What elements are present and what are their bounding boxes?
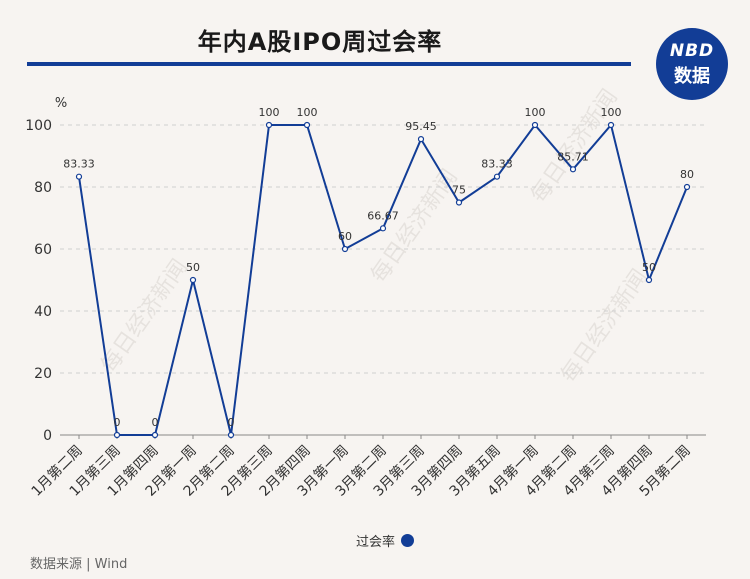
page-title: 年内A股IPO周过会率: [197, 28, 443, 56]
data-point: [455, 199, 463, 206]
y-axis-unit: %: [55, 96, 67, 111]
data-label: 60: [338, 230, 352, 243]
data-point: [189, 276, 197, 284]
data-label: 0: [114, 416, 121, 429]
data-point: [75, 173, 83, 180]
legend-marker: [401, 534, 415, 547]
data-point: [569, 166, 577, 173]
data-point: [417, 136, 425, 143]
legend: 过会率: [356, 531, 415, 550]
logo-text-top: NBD: [669, 41, 715, 61]
y-tick-label: 80: [34, 180, 52, 196]
data-label: 75: [452, 184, 466, 197]
data-point: [151, 431, 159, 439]
data-point: [493, 173, 501, 180]
data-label: 50: [186, 261, 200, 274]
data-point: [227, 431, 235, 439]
data-label: 66.67: [367, 209, 399, 222]
y-tick-label: 20: [34, 366, 52, 382]
watermark-text: 每日经济新闻: [527, 85, 623, 207]
data-label: 0: [152, 416, 159, 429]
data-point: [645, 276, 653, 284]
data-label: 95.45: [405, 120, 437, 133]
y-tick-label: 100: [25, 118, 52, 134]
data-label: 50: [642, 261, 656, 274]
data-point: [265, 121, 273, 129]
data-point: [341, 245, 349, 253]
title-divider: [27, 62, 631, 66]
data-point: [379, 225, 387, 232]
data-label: 100: [601, 106, 622, 119]
data-label: 100: [525, 106, 546, 119]
data-point: [607, 121, 615, 129]
data-point: [303, 121, 311, 129]
data-label: 0: [228, 416, 235, 429]
data-point: [683, 183, 691, 191]
watermark-text: 每日经济新闻: [557, 265, 653, 387]
data-label: 85.71: [557, 150, 589, 163]
watermark-text: 每日经济新闻: [97, 255, 193, 377]
data-label: 83.33: [481, 158, 513, 171]
y-tick-label: 0: [43, 428, 52, 444]
data-label: 100: [297, 106, 318, 119]
y-tick-label: 40: [34, 304, 52, 320]
data-point: [531, 121, 539, 129]
data-label: 100: [259, 106, 280, 119]
data-label: 83.33: [63, 158, 95, 171]
nbd-logo: NBD 数据: [656, 28, 728, 100]
logo-text-bottom: 数据: [674, 66, 710, 87]
data-point: [113, 431, 121, 439]
legend-label: 过会率: [356, 535, 396, 550]
source-note: 数据来源 | Wind: [30, 557, 128, 572]
data-label: 80: [680, 168, 694, 181]
y-tick-label: 60: [34, 242, 52, 258]
